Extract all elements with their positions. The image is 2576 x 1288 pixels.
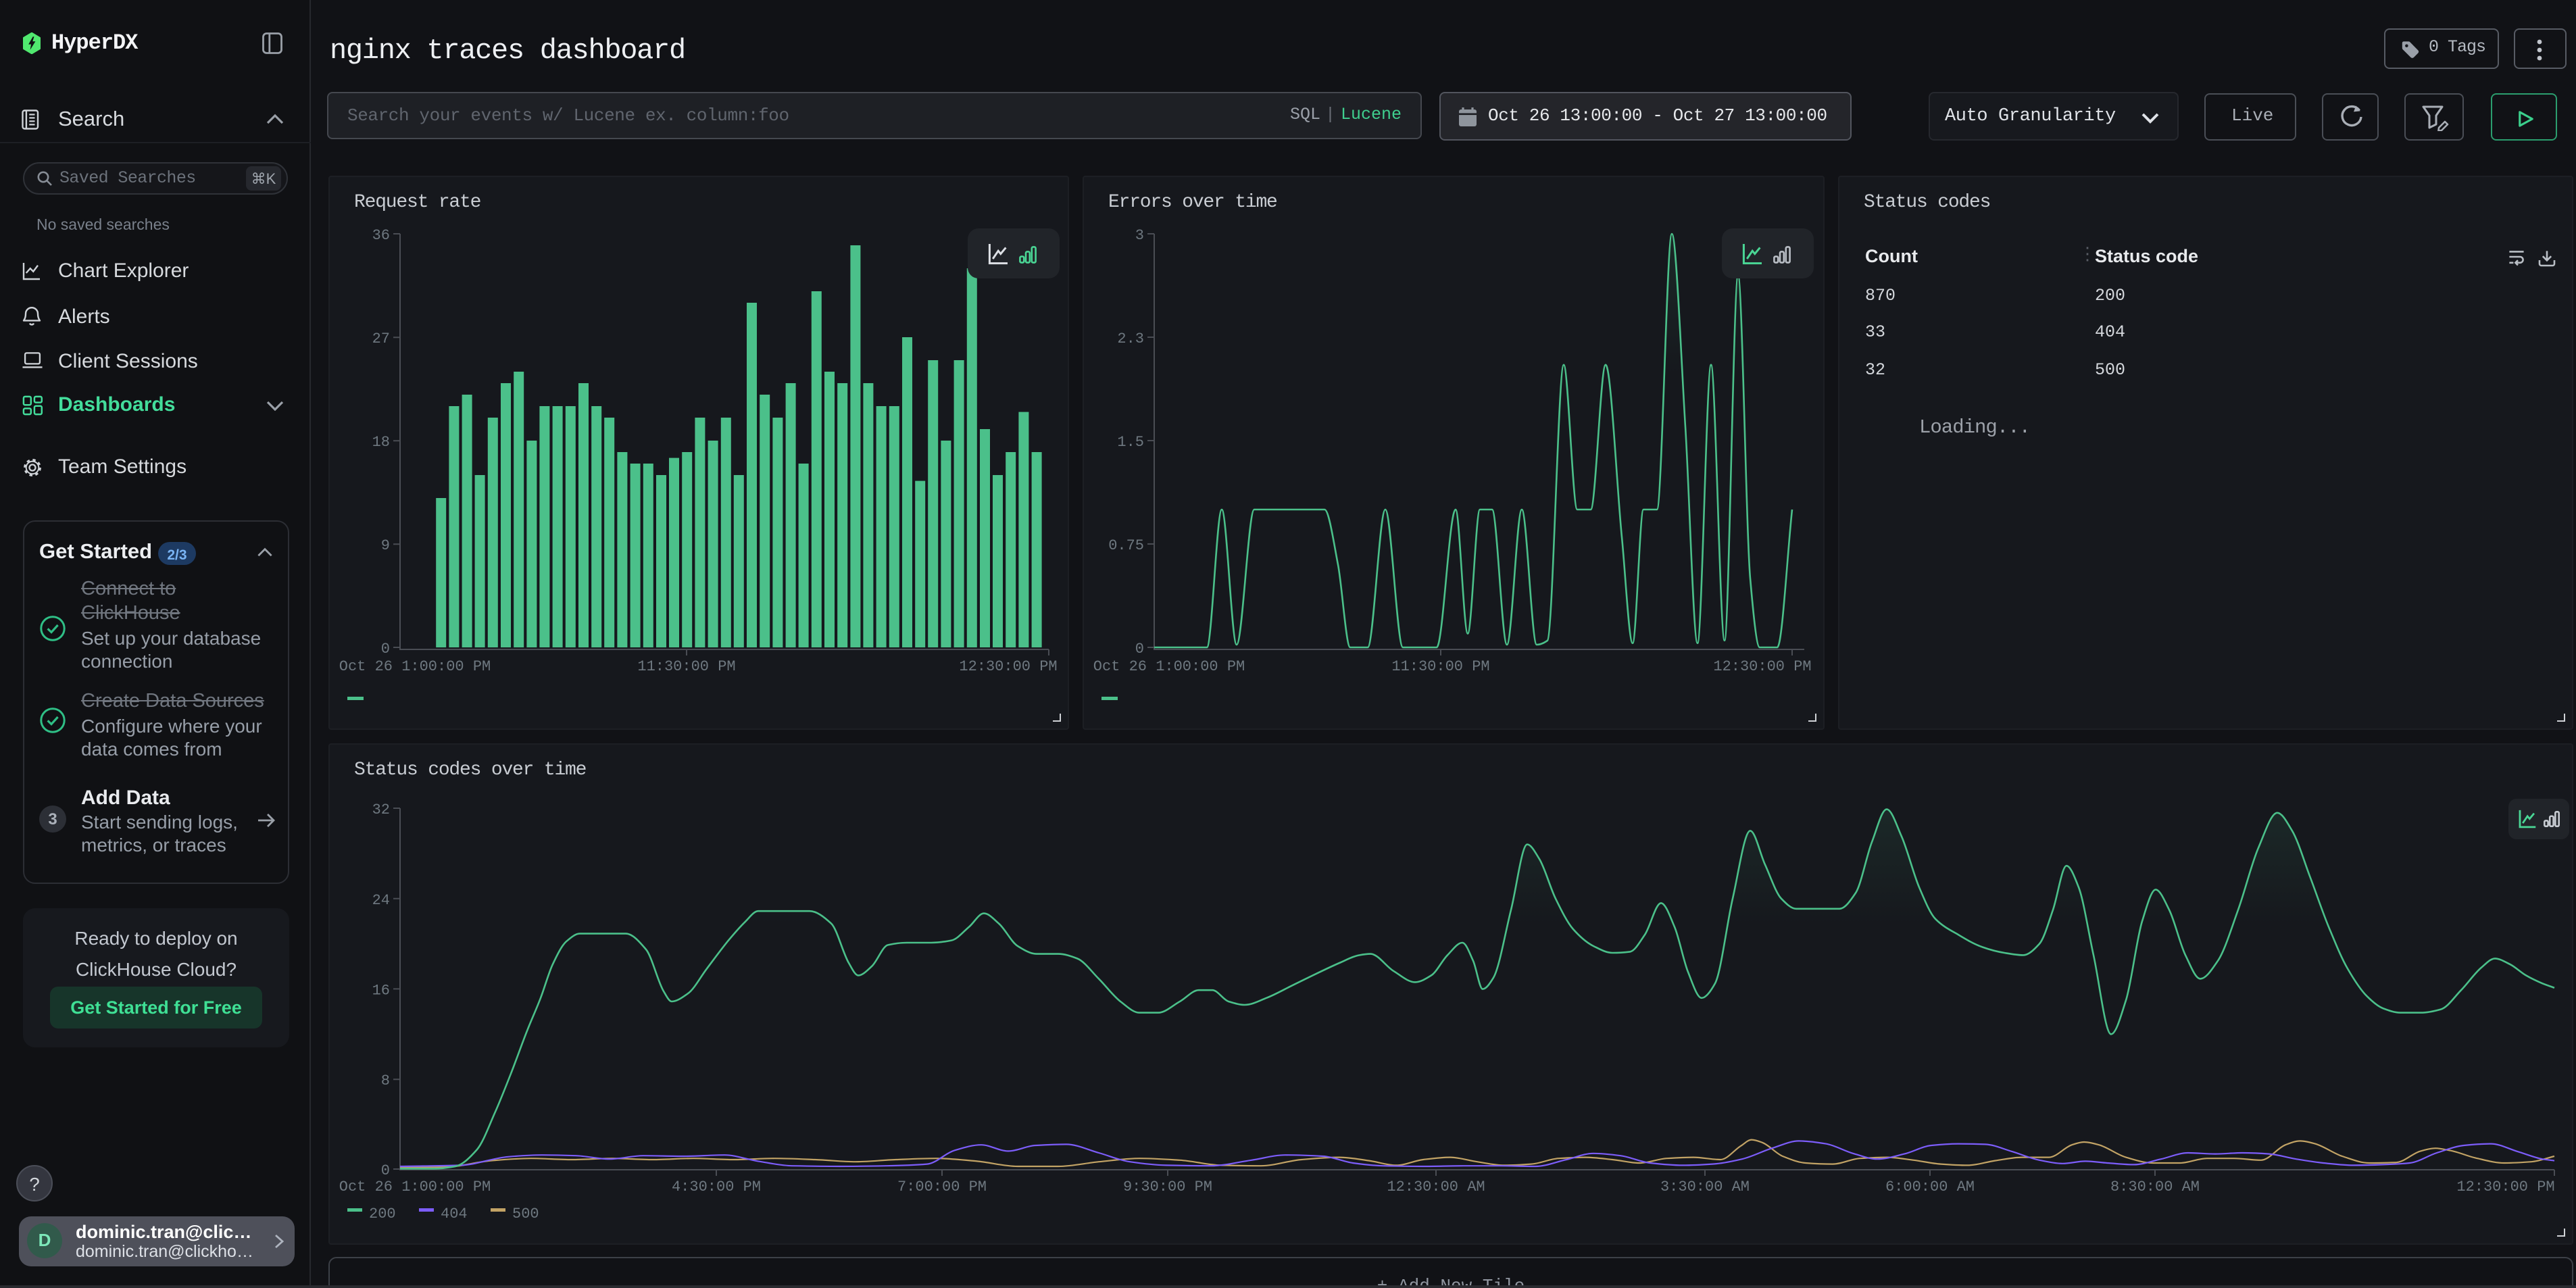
svg-text:16: 16 (372, 982, 390, 999)
svg-text:500: 500 (512, 1206, 539, 1222)
svg-text:0: 0 (381, 1162, 390, 1179)
svg-text:200: 200 (369, 1206, 396, 1222)
svg-text:32: 32 (372, 801, 390, 818)
svg-text:0.75: 0.75 (1108, 537, 1144, 554)
svg-text:12:30:00 PM: 12:30:00 PM (2456, 1179, 2554, 1195)
svg-text:Oct 26 1:00:00 PM: Oct 26 1:00:00 PM (339, 658, 491, 675)
svg-text:6:00:00 AM: 6:00:00 AM (1885, 1179, 1975, 1195)
svg-text:36: 36 (372, 227, 390, 244)
svg-text:7:00:00 PM: 7:00:00 PM (897, 1179, 987, 1195)
svg-text:3: 3 (1135, 227, 1144, 244)
svg-text:0: 0 (381, 641, 390, 658)
svg-text:3:30:00 AM: 3:30:00 AM (1660, 1179, 1750, 1195)
svg-text:18: 18 (372, 434, 390, 451)
svg-text:11:30:00 PM: 11:30:00 PM (1391, 658, 1489, 675)
svg-text:24: 24 (372, 892, 390, 909)
svg-text:Oct 26 1:00:00 PM: Oct 26 1:00:00 PM (339, 1179, 491, 1195)
svg-text:9: 9 (381, 537, 390, 554)
svg-text:12:30:00 AM: 12:30:00 AM (1387, 1179, 1485, 1195)
svg-text:1.5: 1.5 (1117, 434, 1144, 451)
svg-text:Oct 26 1:00:00 PM: Oct 26 1:00:00 PM (1093, 658, 1245, 675)
svg-text:404: 404 (441, 1206, 468, 1222)
svg-text:12:30:00 PM: 12:30:00 PM (959, 658, 1057, 675)
svg-text:0: 0 (1135, 641, 1144, 658)
svg-text:4:30:00 PM: 4:30:00 PM (672, 1179, 761, 1195)
svg-text:9:30:00 PM: 9:30:00 PM (1123, 1179, 1212, 1195)
svg-text:8:30:00 AM: 8:30:00 AM (2110, 1179, 2200, 1195)
svg-text:12:30:00 PM: 12:30:00 PM (1713, 658, 1811, 675)
svg-text:27: 27 (372, 330, 390, 347)
svg-text:8: 8 (381, 1072, 390, 1089)
svg-text:11:30:00 PM: 11:30:00 PM (637, 658, 735, 675)
svg-text:2.3: 2.3 (1117, 330, 1144, 347)
